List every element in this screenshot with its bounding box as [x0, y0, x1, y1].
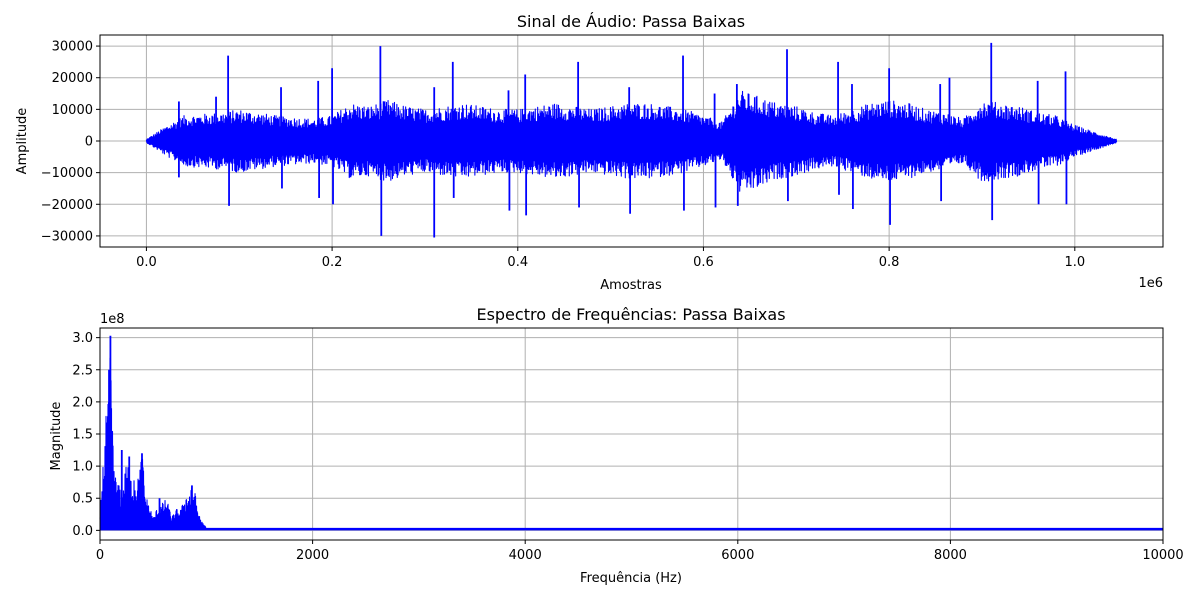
x-tick-label: 4000 [509, 548, 542, 563]
y-tick-label: 1.0 [72, 460, 93, 475]
signal-x-offset-label: 1e6 [1138, 276, 1163, 291]
y-tick-label: 3.0 [72, 331, 93, 346]
x-tick-label: 10000 [1142, 548, 1183, 563]
y-tick-label: 10000 [52, 103, 93, 118]
y-tick-label: 30000 [52, 40, 93, 55]
spectrum-ticks: 0 2000 4000 6000 8000 10000 0.0 0.5 1.0 1.5 2.0 2.5… [72, 331, 1183, 563]
spectrum-chart: Espectro de Frequências: Passa Baixas 0 2… [49, 305, 1184, 586]
x-tick-label: 0.6 [693, 255, 714, 270]
spectrum-series [99, 335, 1163, 531]
signal-series [145, 42, 1118, 238]
x-tick-label: 6000 [721, 548, 754, 563]
x-tick-label: 8000 [934, 548, 967, 563]
y-tick-label: 20000 [52, 71, 93, 86]
spectrum-chart-title: Espectro de Frequências: Passa Baixas [476, 305, 785, 324]
series-line [99, 357, 1163, 530]
y-tick-label: 0.5 [72, 492, 93, 507]
x-tick-label: 2000 [296, 548, 329, 563]
signal-ticks: 0.0 0.2 0.4 0.6 0.8 1.0 −30000 −20000 −10000 0 100… [41, 40, 1085, 270]
x-tick-label: 0.2 [322, 255, 343, 270]
spectrum-x-axis-label: Frequência (Hz) [580, 571, 682, 586]
signal-chart: Sinal de Áudio: Passa Baixas 0.0 0.2 0.4 0.… [15, 12, 1164, 293]
y-tick-label: 0 [85, 135, 93, 150]
x-tick-label: 0.4 [507, 255, 528, 270]
y-tick-label: 2.5 [72, 363, 93, 378]
signal-y-axis-label: Amplitude [15, 108, 30, 175]
x-tick-label: 1.0 [1064, 255, 1085, 270]
spectrum-y-offset-label: 1e8 [100, 312, 125, 327]
signal-chart-title: Sinal de Áudio: Passa Baixas [517, 12, 745, 31]
y-tick-label: 0.0 [72, 524, 93, 539]
y-tick-label: −20000 [41, 198, 93, 213]
x-tick-label: 0 [96, 548, 104, 563]
y-tick-label: 2.0 [72, 395, 93, 410]
signal-x-axis-label: Amostras [600, 278, 662, 293]
x-tick-label: 0.0 [136, 255, 157, 270]
y-tick-label: −10000 [41, 166, 93, 181]
y-tick-label: 1.5 [72, 428, 93, 443]
spectrum-y-axis-label: Magnitude [49, 402, 64, 471]
spectrum-grid [99, 328, 1164, 540]
y-tick-label: −30000 [41, 229, 93, 244]
series-line [145, 90, 1118, 192]
x-tick-label: 0.8 [879, 255, 900, 270]
